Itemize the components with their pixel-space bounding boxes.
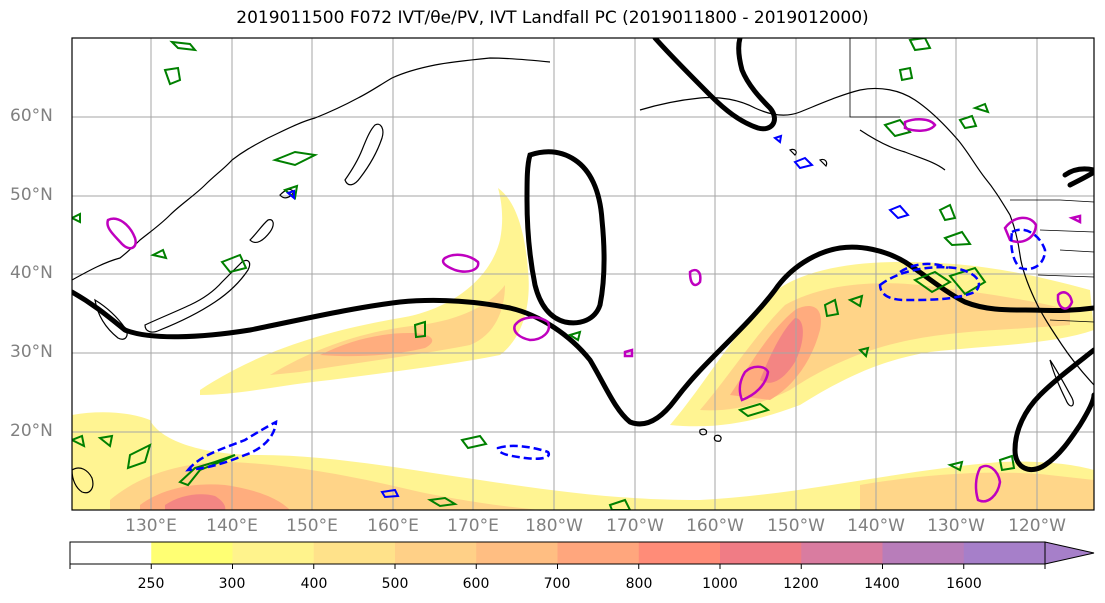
japan-coast bbox=[144, 259, 251, 333]
colorbar-label: 1600 bbox=[946, 576, 982, 592]
colorbar-cell bbox=[151, 542, 233, 564]
colorbar-extend-arrow bbox=[1044, 541, 1095, 565]
colorbar-cell bbox=[720, 542, 802, 564]
colorbar-label: 300 bbox=[218, 576, 246, 592]
lon-label: 170°W bbox=[606, 516, 664, 536]
colorbar-label: 1400 bbox=[864, 576, 900, 592]
chart-title: 2019011500 F072 IVT/θe/PV, IVT Landfall … bbox=[236, 8, 869, 28]
lon-label: 120°W bbox=[1008, 516, 1066, 536]
colorbar-label: 400 bbox=[300, 576, 328, 592]
colorbar bbox=[69, 541, 1095, 569]
lon-label: 160°E bbox=[367, 516, 419, 536]
colorbar-cell bbox=[70, 542, 152, 564]
pc-contour-closed bbox=[524, 149, 607, 326]
hawaii bbox=[699, 428, 722, 442]
colorbar-cell bbox=[395, 542, 477, 564]
colorbar-cell bbox=[476, 542, 558, 564]
pv-neg-contours bbox=[185, 228, 1047, 472]
ivt-band-west bbox=[200, 188, 529, 395]
pc-contour-se bbox=[1012, 347, 1094, 472]
colorbar-cell bbox=[882, 542, 965, 564]
map-frame bbox=[71, 37, 1095, 511]
colorbar-cell bbox=[557, 542, 640, 564]
colorbar-cell bbox=[638, 542, 721, 564]
lat-label: 50°N bbox=[10, 185, 53, 205]
colorbar-label: 500 bbox=[381, 576, 409, 592]
lon-label: 180°W bbox=[525, 516, 583, 536]
borders bbox=[849, 38, 1094, 323]
lon-label: 160°W bbox=[686, 516, 744, 536]
pv-neg-small bbox=[285, 134, 910, 499]
pv-contours bbox=[106, 118, 1082, 503]
lat-label: 60°N bbox=[10, 106, 53, 126]
pc-contour-ne bbox=[1062, 166, 1094, 188]
colorbar-label: 250 bbox=[137, 576, 165, 592]
colorbar-cell bbox=[232, 542, 315, 564]
lon-label: 150°W bbox=[767, 516, 825, 536]
colorbar-label: 600 bbox=[462, 576, 490, 592]
colorbar-cell bbox=[963, 542, 1046, 564]
graticule bbox=[72, 38, 1094, 510]
pc-contours bbox=[72, 38, 1094, 472]
alaska-coast bbox=[639, 87, 1011, 216]
lon-label: 150°E bbox=[286, 516, 338, 536]
lon-label: 170°E bbox=[447, 516, 499, 536]
lon-label: 130°E bbox=[125, 516, 177, 536]
colorbar-label: 800 bbox=[625, 576, 653, 592]
pc-contour-north bbox=[652, 38, 777, 132]
colorbar-label: 700 bbox=[543, 576, 571, 592]
kamchatka-coast bbox=[344, 123, 384, 186]
lon-label: 130°W bbox=[927, 516, 985, 536]
asia-coast bbox=[72, 57, 551, 281]
colorbar-cell bbox=[313, 542, 396, 564]
lat-label: 40°N bbox=[10, 263, 53, 283]
pc-contour-main bbox=[72, 244, 1094, 427]
colorbar-label: 1000 bbox=[702, 576, 738, 592]
lat-label: 20°N bbox=[10, 421, 53, 441]
colorbar-label: 1200 bbox=[783, 576, 819, 592]
lat-label: 30°N bbox=[10, 342, 53, 362]
lon-label: 140°W bbox=[847, 516, 905, 536]
lon-label: 140°E bbox=[206, 516, 258, 536]
colorbar-cell bbox=[801, 542, 883, 564]
